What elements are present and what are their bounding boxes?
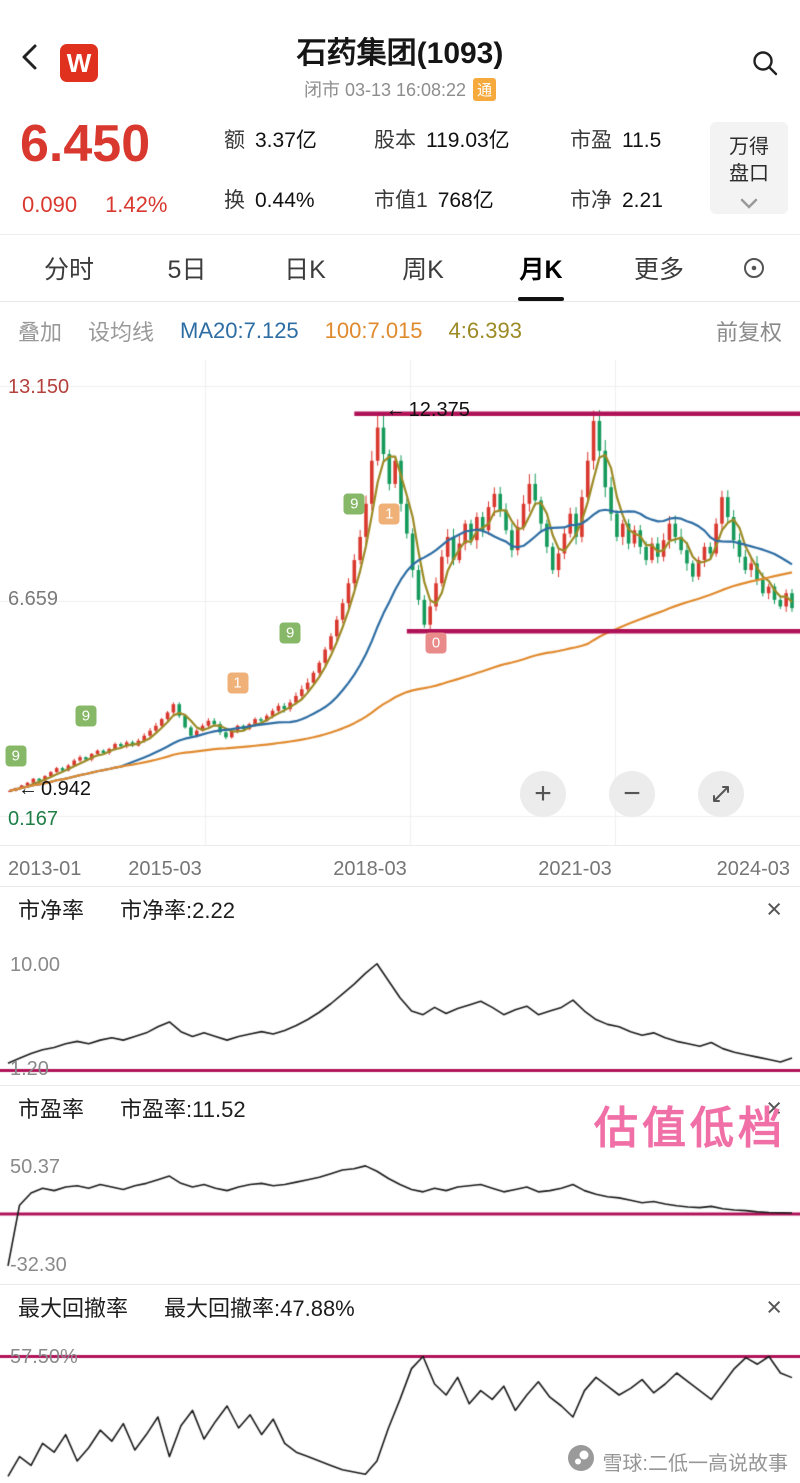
header: W 石药集团(1093) 闭市 03-13 16:08:22 通: [0, 0, 800, 108]
chevron-down-icon: [710, 191, 788, 218]
pb-panel-header: 市净率 市净率:2.22 ×: [0, 887, 800, 931]
watermark-text: 雪球:二低一高说故事: [602, 1452, 788, 1475]
signal-badge: 9: [5, 745, 27, 767]
price-change: 0.090: [22, 192, 78, 217]
pe-panel-title: 市盈率: [18, 1097, 85, 1122]
x-label-2018: 2018-03: [333, 858, 407, 880]
quote-section: 6.450 0.090 1.42% 额 3.37亿 股本 119.03亿 市盈 11.…: [0, 108, 800, 235]
tab-5day[interactable]: 5日: [167, 256, 207, 284]
drawdown-y-label: 57.50%: [10, 1346, 78, 1368]
tab-more[interactable]: 更多: [633, 256, 684, 284]
pe-y-max-label: 50.37: [10, 1156, 61, 1178]
signal-badge: 1: [227, 672, 249, 694]
ma4-value: 4:6.393: [448, 318, 522, 343]
y-axis-max-label: 13.150: [8, 376, 70, 398]
fullscreen-button[interactable]: [698, 771, 744, 817]
drawdown-panel-value: 最大回撤率:47.88%: [164, 1296, 355, 1321]
xueqiu-icon: [568, 1445, 595, 1477]
signal-badge: 0: [425, 632, 447, 654]
tab-intraday[interactable]: 分时: [43, 256, 94, 284]
wind-logo-icon[interactable]: W: [60, 44, 98, 82]
target-settings-icon[interactable]: [718, 235, 790, 301]
candlestick-chart[interactable]: 13.150 6.659 0.167 12.375 0.942 + − 9919…: [0, 360, 800, 846]
x-label-2015: 2015-03: [128, 858, 202, 880]
watermark: 雪球:二低一高说故事: [568, 1445, 788, 1477]
stat-pb: 市净 2.21: [570, 189, 663, 212]
chart-period-tabs: 分时 5日 日K 周K 月K 更多: [0, 235, 800, 302]
max-drawdown-panel: 最大回撤率 最大回撤率:47.88% × 57.50% 雪球:二低一高说故事: [0, 1284, 800, 1483]
pb-y-min-label: 1.20: [10, 1058, 49, 1080]
close-icon[interactable]: ×: [766, 893, 782, 924]
ma20-value: MA20:7.125: [180, 318, 299, 343]
stock-title: 石药集团(1093): [296, 37, 504, 70]
market-status: 闭市 03-13 16:08:22 通: [0, 76, 800, 102]
signal-badge: 9: [75, 705, 97, 727]
x-label-2013: 2013-01: [8, 858, 82, 880]
signal-badge: 9: [279, 622, 301, 644]
tab-monthly-k[interactable]: 月K: [482, 235, 600, 301]
pb-ratio-panel: 市净率 市净率:2.22 × 10.00 1.20: [0, 886, 800, 1085]
drawdown-chart-canvas[interactable]: [0, 1329, 800, 1483]
price-change-row: 0.090 1.42%: [22, 192, 167, 218]
pe-panel-value: 市盈率:11.52: [120, 1097, 246, 1122]
pb-panel-title: 市净率: [18, 898, 85, 923]
ma100-value: 100:7.015: [324, 318, 423, 343]
signal-badge: 1: [378, 503, 400, 525]
y-axis-mid-label: 6.659: [8, 588, 59, 610]
stat-pe: 市盈 11.5: [570, 129, 662, 152]
stat-turnover: 换 0.44%: [224, 189, 315, 212]
close-icon[interactable]: ×: [766, 1092, 782, 1123]
search-icon[interactable]: [750, 48, 780, 83]
pe-chart-canvas[interactable]: [0, 1130, 800, 1284]
main-chart-canvas[interactable]: [0, 360, 800, 845]
stat-amount: 额 3.37亿: [224, 129, 317, 152]
stat-shares: 股本 119.03亿: [374, 129, 510, 152]
pb-panel-value: 市净率:2.22: [120, 898, 235, 923]
stat-marketcap: 市值1 768亿: [374, 189, 494, 212]
y-axis-min-label: 0.167: [8, 808, 59, 830]
set-ma-button[interactable]: 设均线: [88, 320, 155, 345]
quote-stats: 额 3.37亿 股本 119.03亿 市盈 11.5 换 0.44% 市值1 768亿 市…: [224, 124, 700, 214]
x-axis: 2013-01 2015-03 2018-03 2021-03 2024-03: [0, 846, 800, 886]
ma-toolbar: 叠加 设均线 MA20:7.125 100:7.015 4:6.393 前复权: [0, 302, 800, 360]
pb-y-max-label: 10.00: [10, 954, 61, 976]
signal-badge: 9: [343, 493, 365, 515]
wind-order-book-button[interactable]: 万得盘口: [710, 122, 788, 214]
pb-chart-canvas[interactable]: [0, 931, 800, 1085]
market-status-text: 闭市 03-13 16:08:22: [303, 80, 467, 100]
x-label-2024: 2024-03: [716, 858, 790, 880]
zoom-in-button[interactable]: +: [520, 771, 566, 817]
pe-panel-header: 市盈率 市盈率:11.52 ×: [0, 1086, 800, 1130]
drawdown-panel-title: 最大回撤率: [18, 1296, 129, 1321]
last-price: 6.450: [20, 115, 151, 173]
close-icon[interactable]: ×: [766, 1291, 782, 1322]
low-price-annotation: 0.942: [18, 778, 91, 801]
tab-daily-k[interactable]: 日K: [284, 256, 326, 284]
zoom-out-button[interactable]: −: [609, 771, 655, 817]
price-change-pct: 1.42%: [105, 192, 168, 217]
peak-price-annotation: 12.375: [386, 399, 470, 422]
drawdown-panel-header: 最大回撤率 最大回撤率:47.88% ×: [0, 1285, 800, 1329]
tab-weekly-k[interactable]: 周K: [402, 256, 444, 284]
x-label-2021: 2021-03: [538, 858, 612, 880]
valuation-low-overlay: 估值低档: [594, 1104, 786, 1153]
pe-y-min-label: -32.30: [10, 1254, 67, 1276]
adjust-mode-button[interactable]: 前复权: [715, 320, 782, 345]
back-button[interactable]: [18, 42, 42, 77]
pe-ratio-panel: 市盈率 市盈率:11.52 × 50.37 -32.30 估值低档: [0, 1085, 800, 1284]
stock-connect-badge: 通: [473, 78, 497, 101]
overlay-button[interactable]: 叠加: [18, 320, 63, 345]
